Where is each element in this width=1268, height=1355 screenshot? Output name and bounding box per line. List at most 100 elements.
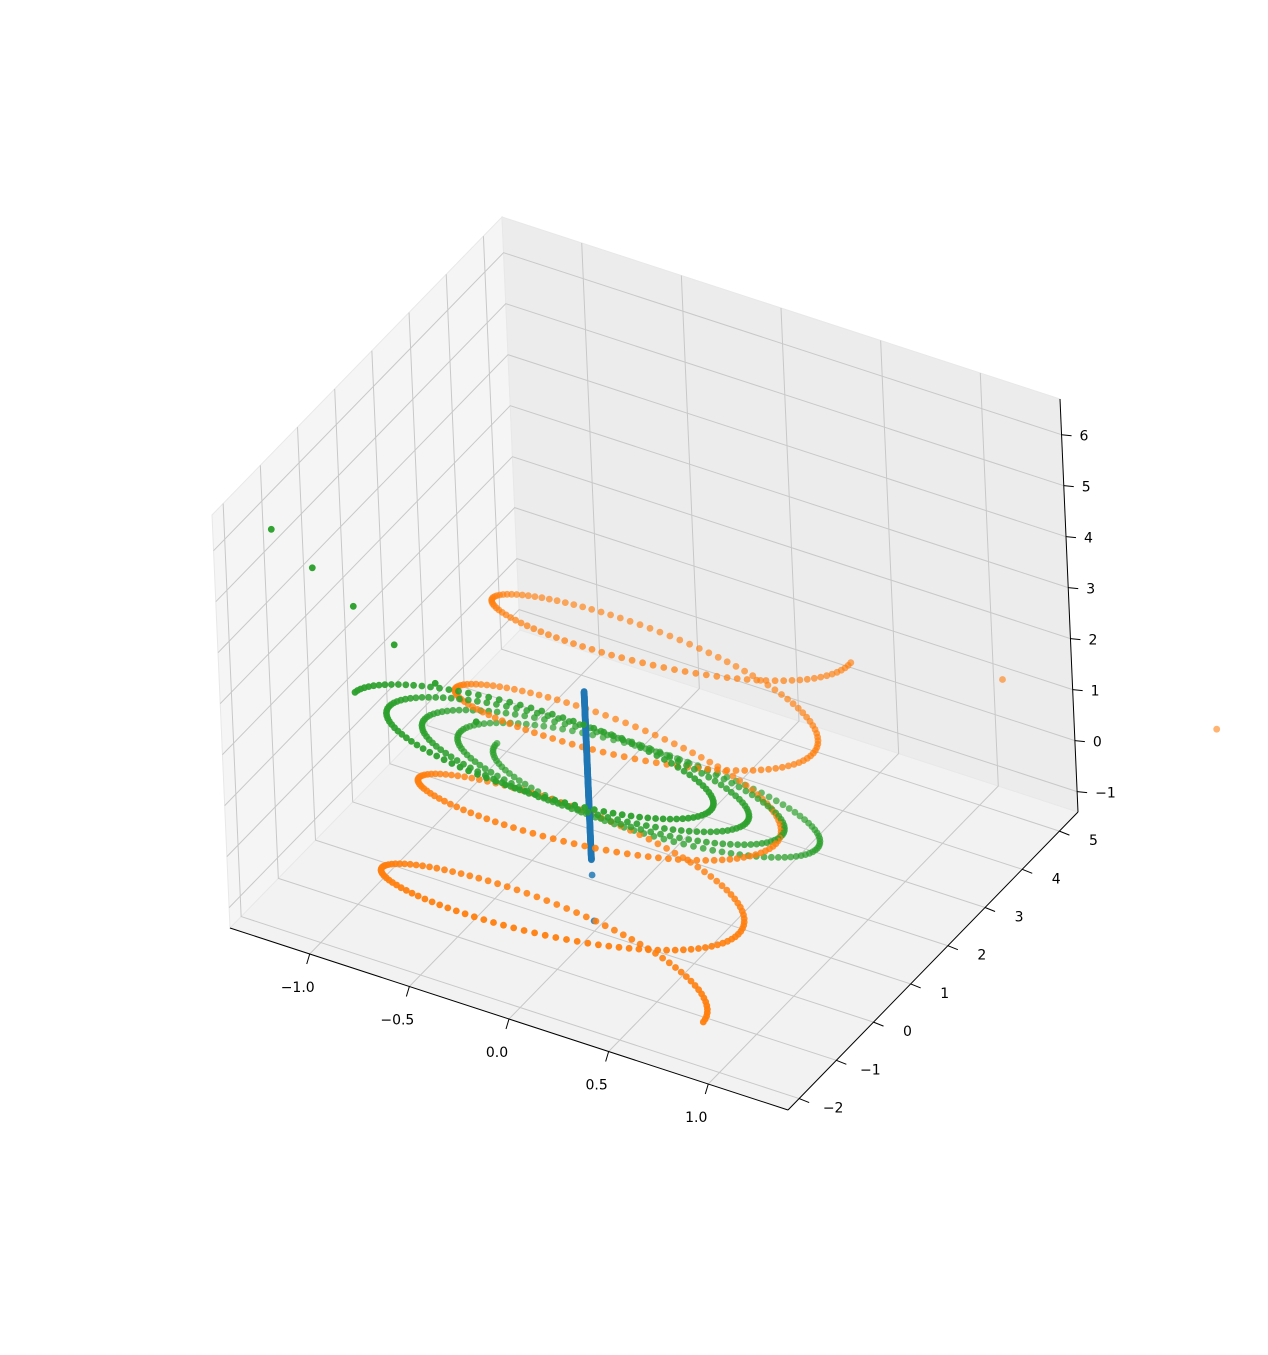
series-2-point [580,721,587,728]
series-2-point [619,736,627,744]
series-1-point [498,717,506,725]
series-2-point [674,758,682,765]
series-1-point [631,755,639,763]
z-tick [1070,638,1081,641]
series-1-point [491,818,499,826]
x-tick-label: 0.5 [586,1078,608,1094]
series-1-point [449,868,456,875]
series-2-point [685,827,693,835]
grid-line-z [228,609,1078,908]
data-points [267,525,1221,1026]
series-1-point [710,856,718,864]
series-1-point [778,763,786,771]
series-2-point [618,811,626,819]
series-2-point [442,749,450,757]
series-1-point [661,736,669,743]
series-1-point [570,840,578,848]
series-2-point [486,719,494,727]
series-1-point [522,726,530,734]
series-2-point [754,795,762,802]
series-2-point [661,825,668,832]
series-2-point [510,773,518,781]
series-2-point [759,798,767,806]
series-1-point [412,861,420,869]
y-tick-label: 5 [1089,833,1098,849]
series-2-point [485,693,493,701]
series-1-point [663,845,670,852]
z-tick-label: 5 [1082,480,1091,496]
series-1-point [531,593,539,600]
series-1-point [817,673,825,681]
series-1-point [480,916,488,923]
series-1-point [531,729,538,737]
series-1-point [749,767,757,774]
series-2-point [418,694,426,701]
series-2-point [425,693,432,701]
y-tick-label: 2 [977,948,986,964]
series-2-point [753,840,760,848]
series-1-point [656,628,664,636]
series-1-point [796,676,804,684]
series-1-point [646,624,654,632]
series-2-point [748,791,756,799]
z-tick-label: 0 [1093,735,1102,751]
series-1-point [702,857,710,864]
series-1-point [723,766,731,774]
series-1-point [666,632,674,640]
series-2-point [627,823,635,831]
series-2-point [456,695,463,703]
series-1-point [520,927,528,934]
series-2-point [653,752,661,759]
series-1-point [581,842,589,850]
series-1-point [674,856,682,863]
series-2-point [652,823,659,831]
series-1-point [579,603,587,611]
series-1-point [448,771,455,779]
series-1-point [485,711,493,719]
y-tick [910,983,921,989]
series-1-point [655,854,662,862]
series-2-point [522,720,530,728]
series-2-point [427,683,434,691]
series-1-point [414,892,422,900]
x-tick [306,953,311,965]
series-2-point [684,814,692,822]
grid-line-z [213,252,1062,552]
series-2-point [765,793,773,801]
series-1-point [771,686,779,694]
series-2-point [690,814,697,821]
series-2-point [443,707,451,715]
series-2-point [495,696,503,704]
series-1-point [475,874,483,882]
series-2-point [476,761,484,769]
z-tick-label: −1 [1095,786,1116,802]
grid-line-z [222,456,1071,755]
series-2-point [683,762,690,769]
series-1-point [740,854,748,861]
series-2-point [521,788,529,795]
series-2-point [600,728,608,736]
series-1-point [719,939,727,947]
series-1-point [810,674,818,682]
series-1-point [524,592,532,600]
series-1-point [436,770,444,778]
series-1-point [659,954,666,962]
series-2-point [792,853,800,860]
series-2-point [772,797,780,805]
series-1-point [563,936,570,943]
series-1-point [714,653,722,661]
series-2-point [474,697,481,705]
series-1-point [718,882,726,890]
series-2-point [410,681,417,689]
series-1-point [533,893,541,901]
series-1-point [602,846,610,854]
series-1-point [671,849,679,857]
series-1-point [519,827,527,834]
series-1-point [672,964,679,971]
y-tick-label: 0 [903,1024,912,1040]
series-2-point [449,707,457,714]
series-1-point [408,889,416,897]
series-1-point [619,931,627,939]
series-1-point [746,852,754,860]
series-2-point [267,525,275,533]
